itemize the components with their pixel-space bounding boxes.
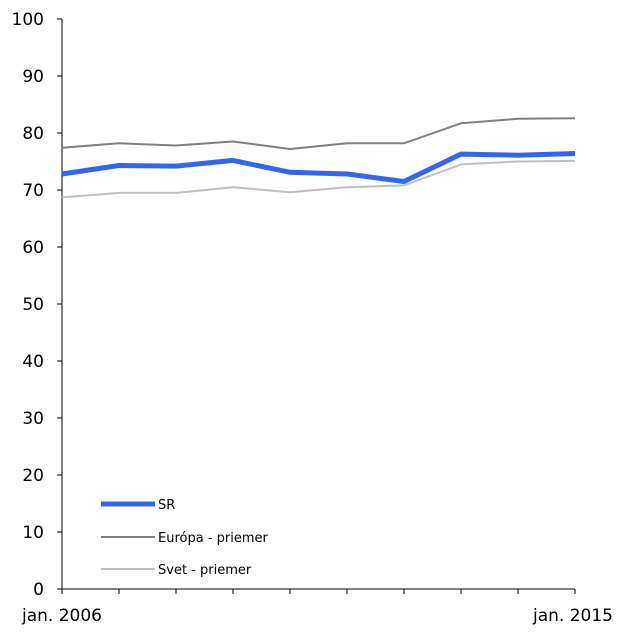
x-tick-label-last: jan. 2015 xyxy=(532,606,613,626)
y-tick-label: 10 xyxy=(22,523,44,543)
y-tick-label: 0 xyxy=(33,580,44,600)
legend-label: Európa - priemer xyxy=(158,531,269,546)
series-lines xyxy=(61,117,576,199)
y-tick-label: 90 xyxy=(22,67,44,87)
axes: 0 10 20 30 40 50 60 70 80 90 100 jan. 2006 jan. 2015 xyxy=(12,10,613,626)
y-tick-label: 80 xyxy=(22,124,44,144)
y-tick-label: 60 xyxy=(22,238,44,258)
y-tick-label: 20 xyxy=(22,466,44,486)
legend-label: SR xyxy=(158,498,175,513)
y-tick-label: 100 xyxy=(12,10,44,30)
x-tick-label-first: jan. 2006 xyxy=(21,606,102,626)
series-line-2 xyxy=(61,159,576,199)
y-tick-label: 30 xyxy=(22,409,44,429)
legend-label: Svet - priemer xyxy=(158,563,252,578)
y-tick-label: 40 xyxy=(22,352,44,372)
y-tick-label: 70 xyxy=(22,181,44,201)
y-tick-label: 50 xyxy=(22,295,44,315)
legend: SR Európa - priemer Svet - priemer xyxy=(101,498,269,578)
series-line-0 xyxy=(61,151,576,184)
series-line-1 xyxy=(61,117,576,150)
